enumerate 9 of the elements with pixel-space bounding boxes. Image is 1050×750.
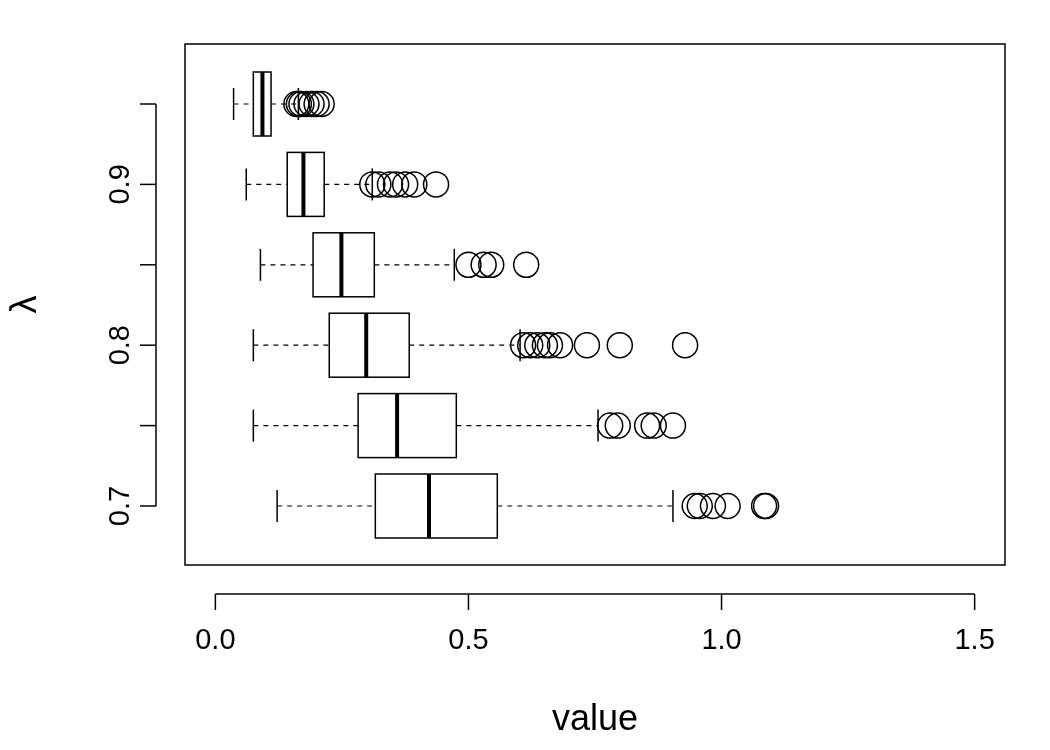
y-tick-label: 0.7 xyxy=(103,485,135,527)
x-tick-label: 0.0 xyxy=(195,623,236,655)
y-tick-label: 0.8 xyxy=(103,325,135,366)
x-axis-title: value xyxy=(551,697,639,738)
y-tick-label: 0.9 xyxy=(103,164,135,205)
y-axis-title: λ xyxy=(3,295,44,314)
x-tick-label: 1.5 xyxy=(954,623,995,655)
x-tick-label: 1.0 xyxy=(701,623,742,655)
x-tick-label: 0.5 xyxy=(448,623,489,655)
